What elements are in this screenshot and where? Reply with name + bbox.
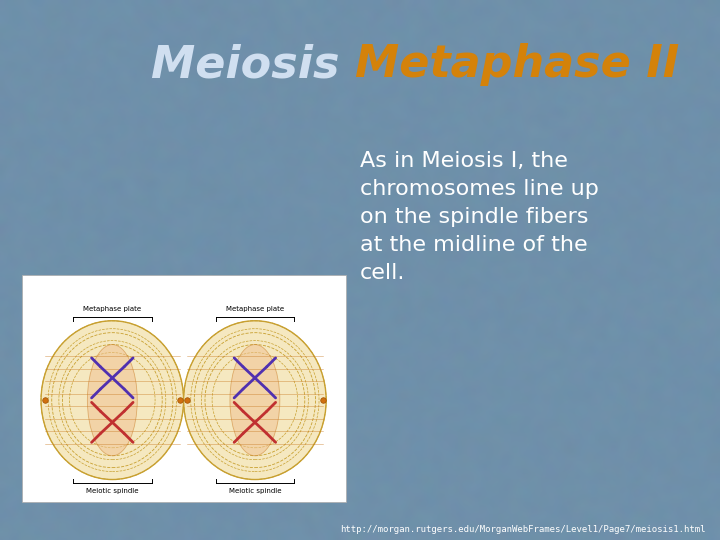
Ellipse shape (230, 345, 280, 456)
Text: Metaphase II: Metaphase II (355, 43, 680, 86)
Text: Meiosis: Meiosis (151, 43, 355, 86)
Text: Meiotic spindle: Meiotic spindle (86, 488, 138, 494)
Text: Meiotic spindle: Meiotic spindle (229, 488, 281, 494)
Text: Metaphase plate: Metaphase plate (84, 307, 141, 313)
Ellipse shape (87, 345, 138, 456)
Text: Metaphase plate: Metaphase plate (226, 307, 284, 313)
Ellipse shape (184, 321, 326, 480)
FancyBboxPatch shape (22, 275, 346, 502)
Text: As in Meiosis I, the
chromosomes line up
on the spindle fibers
at the midline of: As in Meiosis I, the chromosomes line up… (360, 151, 599, 283)
Ellipse shape (41, 321, 184, 480)
Text: http://morgan.rutgers.edu/MorganWebFrames/Level1/Page7/meiosis1.html: http://morgan.rutgers.edu/MorganWebFrame… (340, 524, 706, 534)
